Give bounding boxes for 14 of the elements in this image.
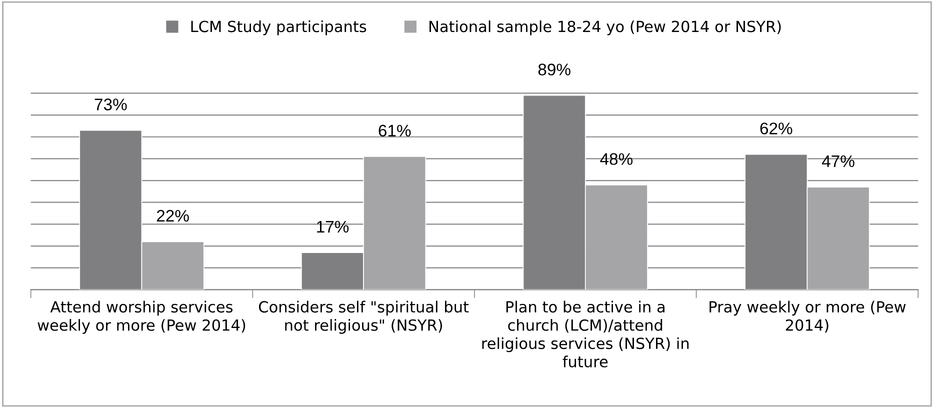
data-label: 89% [538,64,570,76]
data-label: 62% [760,122,792,134]
data-label: 22% [156,210,189,222]
data-label: 47% [822,155,854,168]
data-label: 48% [600,153,633,165]
legend-label: LCM Study participants [191,20,366,36]
legend-label: National sample 18-24 yo (Pew 2014 or NSYR) [430,20,781,36]
x-tick-label: Considers self "spiritual but not religious" (NSYR) [258,300,469,334]
x-tick-label: Pray weekly or more (Pew 2014) [710,300,906,333]
data-label: 73% [94,98,127,110]
data-label: 17% [317,220,349,233]
x-tick-label: Plan to be active in a church (LCM)/attend religious services (NSYR) in future [482,300,689,368]
x-tick-label: Attend worship services weekly or more (Pew 2014) [38,300,246,334]
data-label: 61% [378,124,411,137]
